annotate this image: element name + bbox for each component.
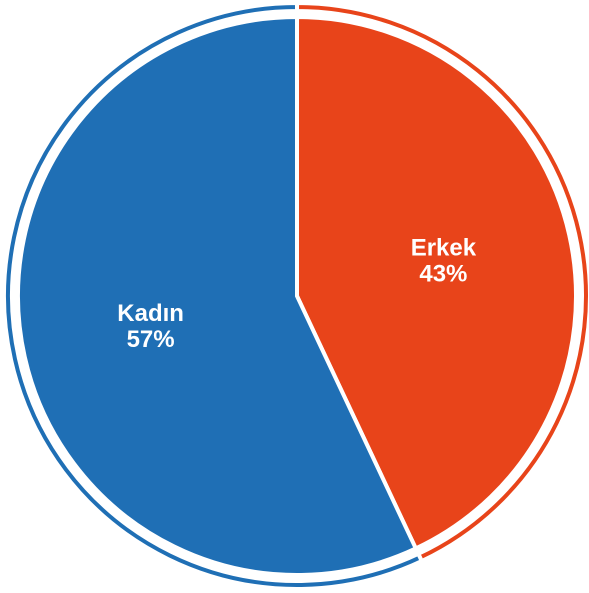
slice-label: Kadın (117, 300, 184, 327)
slice-label: Erkek (411, 235, 477, 262)
pie-slice (295, 14, 578, 552)
slice-value-label: 57% (127, 326, 175, 353)
pie-slice (16, 14, 419, 577)
slice-value-label: 43% (419, 261, 467, 288)
pie-ring (2, 0, 425, 591)
